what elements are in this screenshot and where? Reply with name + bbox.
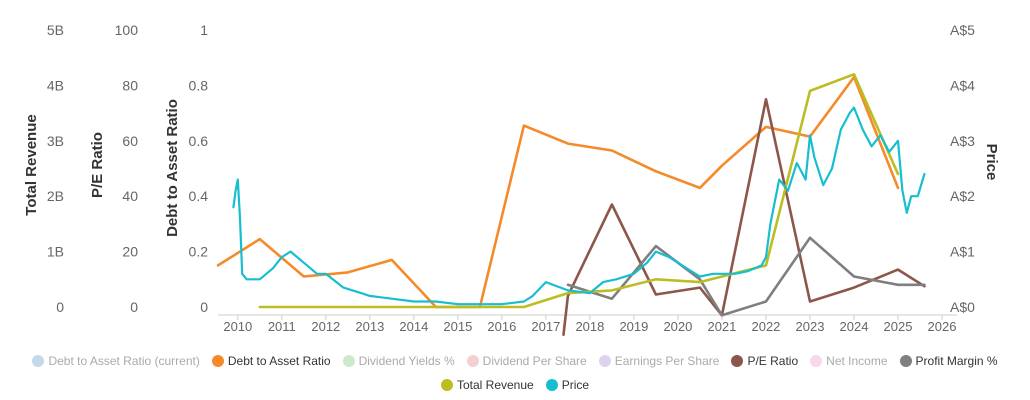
legend-label-p-e-ratio: P/E Ratio <box>747 354 799 368</box>
legend-swatch-total-revenue <box>440 379 453 391</box>
axis-title-pe: P/E Ratio <box>89 132 106 198</box>
x-tick-2012: 2012 <box>311 319 340 334</box>
legend-item-p-e-ratio[interactable]: P/E Ratio <box>731 352 798 370</box>
x-tick-2014: 2014 <box>399 319 428 334</box>
y-tick-pe-2: 40 <box>122 188 138 204</box>
legend-swatch-debt-to-asset-ratio <box>211 355 224 367</box>
x-tick-2011: 2011 <box>268 319 296 334</box>
x-tick-2015: 2015 <box>443 319 472 334</box>
legend-item-total-revenue[interactable]: Total Revenue <box>440 376 534 394</box>
x-tick-2020: 2020 <box>663 319 692 334</box>
axis-title-revenue: Total Revenue <box>23 114 40 215</box>
legend-swatch-dividend-per-share <box>466 355 479 367</box>
y-tick-revenue-1: 1B <box>47 244 64 260</box>
x-tick-2016: 2016 <box>487 319 516 334</box>
y-tick-price-5: A$5 <box>950 22 975 38</box>
legend-swatch-earnings-per-share <box>598 355 611 367</box>
legend-item-dividend-yields[interactable]: Dividend Yields % <box>342 352 455 370</box>
y-tick-pe-4: 80 <box>122 77 138 93</box>
legend-label-dividend-per-share: Dividend Per Share <box>482 354 587 368</box>
legend-item-debt-to-asset-ratio-current[interactable]: Debt to Asset Ratio (current) <box>32 352 200 370</box>
y-tick-revenue-2: 2B <box>47 188 64 204</box>
axis-title-price: Price <box>983 144 1000 181</box>
series-line-debt-to-asset-ratio <box>216 75 900 309</box>
x-tick-2017: 2017 <box>531 319 560 334</box>
legend-swatch-debt-to-asset-ratio-current <box>32 355 45 367</box>
legend-item-earnings-per-share[interactable]: Earnings Per Share <box>598 352 720 370</box>
y-tick-debt-1: 0.2 <box>189 244 209 260</box>
y-tick-pe-3: 60 <box>122 133 138 149</box>
legend-label-profit-margin: Profit Margin % <box>915 354 998 368</box>
legend-item-profit-margin[interactable]: Profit Margin % <box>899 352 998 370</box>
legend-swatch-net-income <box>810 355 823 367</box>
x-tick-2026: 2026 <box>928 319 957 334</box>
x-tick-2024: 2024 <box>840 319 869 334</box>
legend-label-debt-to-asset-ratio: Debt to Asset Ratio <box>227 354 331 368</box>
y-tick-debt-0: 0 <box>200 299 208 315</box>
y-tick-pe-0: 0 <box>130 299 138 315</box>
y-tick-debt-3: 0.6 <box>189 133 209 149</box>
x-tick-2023: 2023 <box>796 319 825 334</box>
chart-legend: Debt to Asset Ratio (current) Debt to Ass… <box>20 352 1010 394</box>
legend-item-net-income[interactable]: Net Income <box>810 352 888 370</box>
y-tick-revenue-4: 4B <box>47 77 64 93</box>
legend-label-debt-to-asset-ratio-current: Debt to Asset Ratio (current) <box>48 354 200 368</box>
legend-swatch-price <box>545 379 558 391</box>
y-tick-pe-1: 20 <box>122 244 138 260</box>
axis-title-debt: Debt to Asset Ratio <box>164 99 181 237</box>
y-tick-pe-5: 100 <box>115 22 139 38</box>
legend-swatch-p-e-ratio <box>731 355 744 367</box>
legend-item-dividend-per-share[interactable]: Dividend Per Share <box>466 352 587 370</box>
y-tick-revenue-5: 5B <box>47 22 64 38</box>
y-tick-debt-2: 0.4 <box>189 188 209 204</box>
y-tick-revenue-3: 3B <box>47 133 64 149</box>
y-tick-price-3: A$3 <box>950 133 975 149</box>
legend-item-price[interactable]: Price <box>545 376 590 394</box>
y-tick-price-1: A$1 <box>950 244 975 260</box>
series-line-price <box>232 106 926 306</box>
legend-label-total-revenue: Total Revenue <box>456 378 534 392</box>
y-tick-debt-5: 1 <box>200 22 208 38</box>
y-tick-revenue-0: 0 <box>56 299 64 315</box>
x-tick-2019: 2019 <box>619 319 648 334</box>
x-tick-2025: 2025 <box>884 319 913 334</box>
y-tick-price-2: A$2 <box>950 188 975 204</box>
series-line-p-e-ratio <box>562 98 926 337</box>
legend-label-dividend-yields: Dividend Yields % <box>358 354 455 368</box>
x-tick-2021: 2021 <box>707 319 736 334</box>
legend-swatch-profit-margin <box>899 355 912 367</box>
y-tick-price-0: A$0 <box>950 299 975 315</box>
legend-swatch-dividend-yields <box>342 355 355 367</box>
x-tick-2018: 2018 <box>575 319 604 334</box>
legend-label-price: Price <box>561 378 590 392</box>
legend-item-debt-to-asset-ratio[interactable]: Debt to Asset Ratio <box>211 352 331 370</box>
chart-svg: Total Revenue P/E Ratio Debt to Asset Rati… <box>23 22 1000 337</box>
y-tick-price-4: A$4 <box>950 77 975 93</box>
x-tick-2013: 2013 <box>355 319 384 334</box>
legend-label-earnings-per-share: Earnings Per Share <box>614 354 720 368</box>
x-tick-2010: 2010 <box>223 319 252 334</box>
x-tick-2022: 2022 <box>751 319 780 334</box>
series-line-profit-margin <box>566 236 926 317</box>
legend-label-net-income: Net Income <box>826 354 888 368</box>
y-tick-debt-4: 0.8 <box>189 77 209 93</box>
